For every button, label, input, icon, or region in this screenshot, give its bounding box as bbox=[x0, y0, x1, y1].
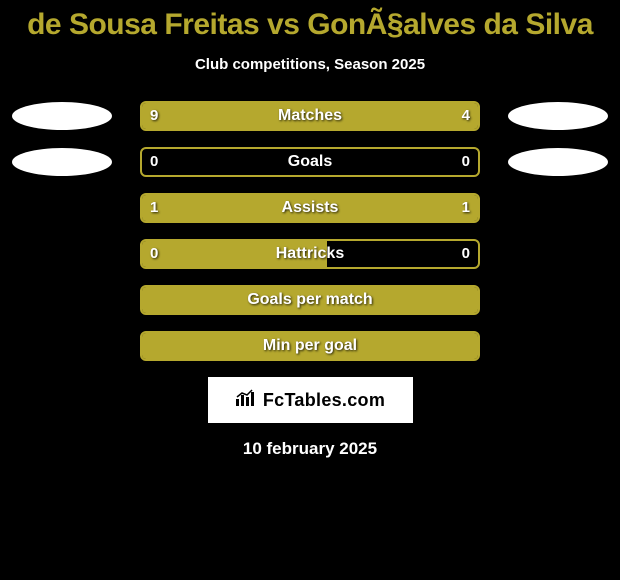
chart-icon bbox=[235, 389, 257, 412]
bar-track bbox=[140, 239, 480, 269]
value-right: 1 bbox=[462, 193, 470, 223]
flag-right bbox=[508, 148, 608, 176]
footer-date: 10 february 2025 bbox=[0, 439, 620, 459]
value-left: 0 bbox=[150, 147, 158, 177]
bar-left-fill bbox=[142, 333, 478, 359]
bar-left-fill bbox=[142, 195, 310, 221]
value-left: 9 bbox=[150, 101, 158, 131]
footer-logo: FcTables.com bbox=[208, 377, 413, 423]
stat-row: Goals per match bbox=[0, 285, 620, 315]
bar-track bbox=[140, 193, 480, 223]
bar-left-fill bbox=[142, 241, 327, 267]
bar-track bbox=[140, 285, 480, 315]
page-subtitle: Club competitions, Season 2025 bbox=[0, 56, 620, 73]
stat-row: Goals00 bbox=[0, 147, 620, 177]
value-left: 1 bbox=[150, 193, 158, 223]
page-title: de Sousa Freitas vs GonÃ§alves da Silva bbox=[0, 0, 620, 42]
stat-row: Min per goal bbox=[0, 331, 620, 361]
bar-left-fill bbox=[142, 287, 478, 313]
bar-track bbox=[140, 101, 480, 131]
footer-logo-text: FcTables.com bbox=[263, 390, 385, 411]
flag-left bbox=[12, 102, 112, 130]
stat-row: Assists11 bbox=[0, 193, 620, 223]
stat-row: Hattricks00 bbox=[0, 239, 620, 269]
bar-track bbox=[140, 331, 480, 361]
flag-left bbox=[12, 148, 112, 176]
value-right: 4 bbox=[462, 101, 470, 131]
bar-right-fill bbox=[310, 195, 478, 221]
value-left: 0 bbox=[150, 239, 158, 269]
bar-left-fill bbox=[142, 103, 364, 129]
value-right: 0 bbox=[462, 239, 470, 269]
bar-track bbox=[140, 147, 480, 177]
value-right: 0 bbox=[462, 147, 470, 177]
stats-rows: Matches94Goals00Assists11Hattricks00Goal… bbox=[0, 101, 620, 361]
flag-right bbox=[508, 102, 608, 130]
stat-row: Matches94 bbox=[0, 101, 620, 131]
